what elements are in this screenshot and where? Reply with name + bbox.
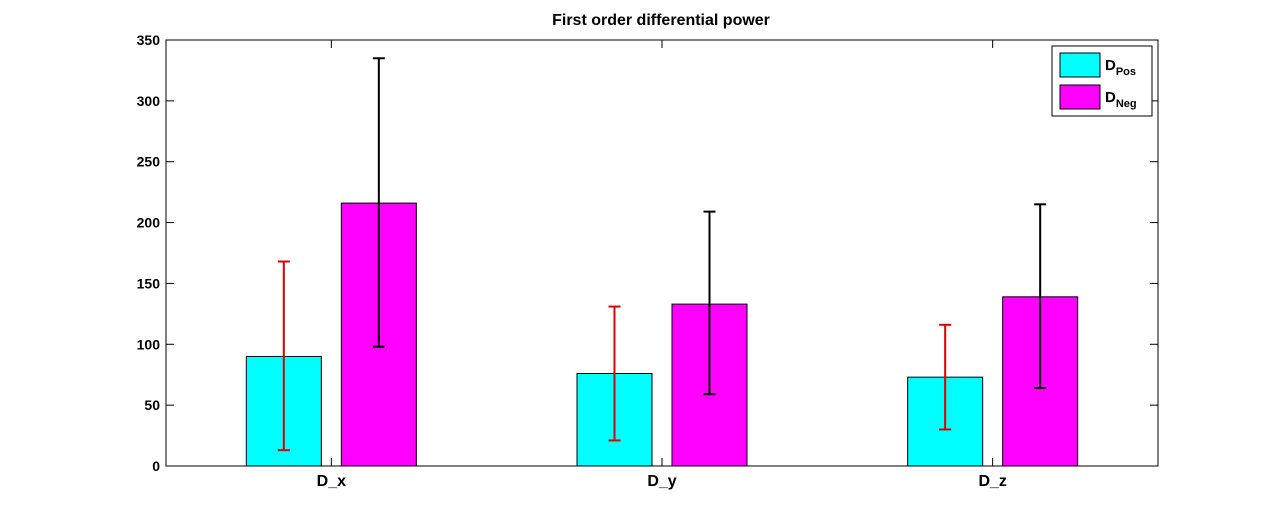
error-bars bbox=[277, 57, 1047, 452]
y-tick-label: 350 bbox=[137, 32, 161, 48]
legend-label-main: D bbox=[1105, 89, 1116, 106]
y-tick-label: 100 bbox=[137, 336, 161, 352]
legend-label-subscript: Pos bbox=[1116, 66, 1136, 78]
legend-swatch-pos bbox=[1059, 52, 1101, 78]
legend-label-main: D bbox=[1105, 57, 1116, 74]
legend-swatch-neg bbox=[1059, 84, 1101, 110]
x-tick-label: D_y bbox=[647, 473, 676, 490]
y-tick-label: 0 bbox=[152, 458, 160, 474]
y-tick-label: 150 bbox=[137, 275, 161, 291]
x-tick-label: D_x bbox=[317, 473, 346, 490]
y-tick-label: 250 bbox=[137, 154, 161, 170]
x-axis: D_x D_y D_z bbox=[317, 40, 1007, 490]
y-tick-label: 50 bbox=[144, 397, 160, 413]
legend-label-pos: DPos bbox=[1105, 57, 1136, 78]
y-tick-label: 300 bbox=[137, 93, 161, 109]
legend-label-neg: DNeg bbox=[1105, 89, 1137, 110]
chart-title: First order differential power bbox=[552, 12, 770, 29]
plot-area bbox=[165, 39, 1159, 467]
legend-label-subscript: Neg bbox=[1116, 98, 1137, 110]
x-tick-label: D_z bbox=[978, 473, 1006, 490]
y-axis: 0 50 100 150 200 250 300 350 bbox=[137, 32, 1158, 474]
y-tick-label: 200 bbox=[137, 215, 161, 231]
